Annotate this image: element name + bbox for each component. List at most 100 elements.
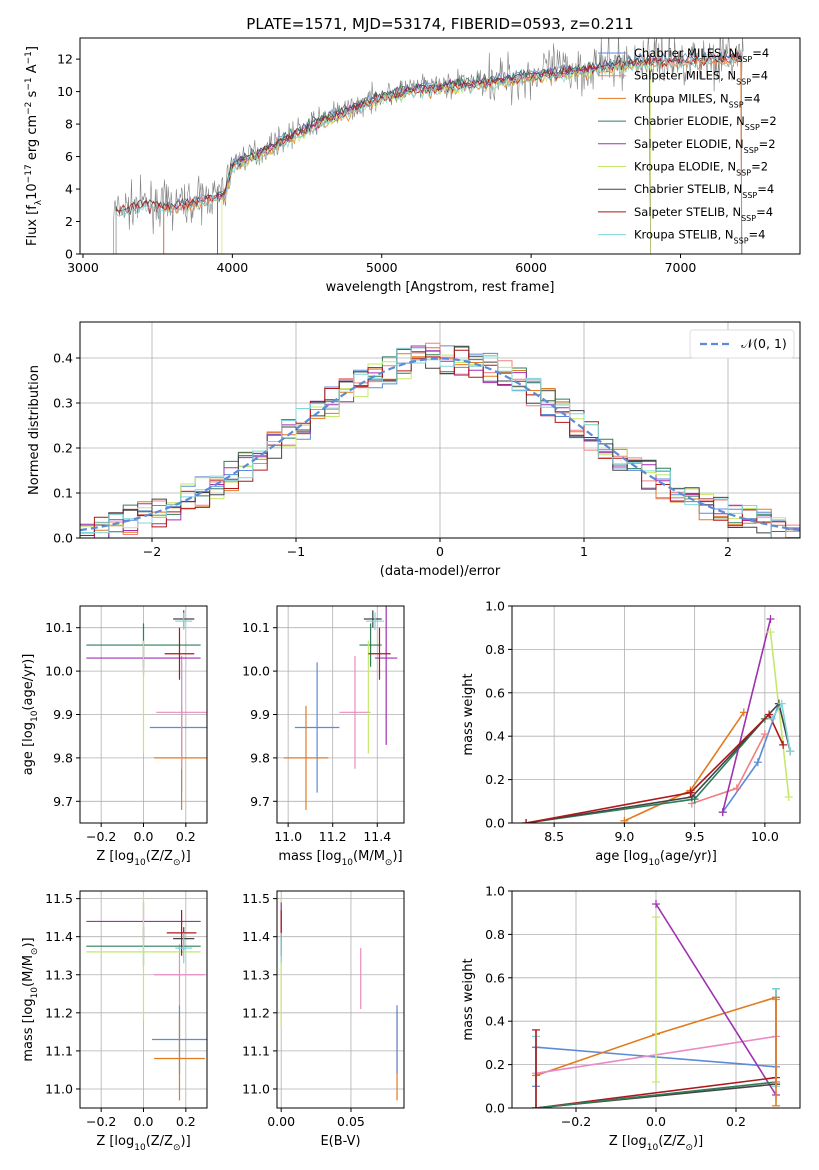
model-line-salpeter_stelib <box>115 49 743 254</box>
y-tick-label: 0.2 <box>485 772 505 787</box>
x-tick-label: −0.2 <box>561 1114 591 1129</box>
legend-label: Chabrier ELODIE, NSSP=2 <box>634 114 777 132</box>
label-part: Z [log <box>96 1134 134 1149</box>
panel-residuals: 𝒩(0, 1) −2 −1 0 1 2 0.0 0.1 0.2 0.3 0.4 (data-model… <box>27 321 801 579</box>
legend-part: Chabrier MILES, N <box>634 46 737 60</box>
label-part: s <box>25 90 40 101</box>
label-part: Flux [f <box>25 205 40 246</box>
point-kroupa_stelib <box>175 932 193 964</box>
legend-label: Chabrier MILES, NSSP=4 <box>634 46 769 64</box>
series-salpeter_elodie <box>655 903 777 1096</box>
legend-label: Salpeter ELODIE, NSSP=2 <box>634 137 776 155</box>
label-part: (data-model)/error <box>380 564 501 579</box>
series-kroupa_elodie <box>769 631 790 798</box>
y-tick-label: 11.5 <box>45 891 73 906</box>
label-part: Normed distribution <box>27 365 42 495</box>
x-tick-label: 0.2 <box>726 1114 746 1129</box>
series-chabrier_stelib <box>525 701 791 823</box>
y-axis-label: age [log10(age/yr)] <box>21 654 40 776</box>
legend-part: Salpeter MILES, N <box>634 69 736 83</box>
x-tick-label: 0.2 <box>176 829 196 844</box>
label-part: Z [log <box>96 849 134 864</box>
legend-part: Kroupa MILES, N <box>634 91 729 105</box>
y-tick-label: 0.1 <box>53 486 73 501</box>
y-tick-label: 0 <box>65 247 73 262</box>
legend-label: Salpeter STELIB, NSSP=4 <box>634 205 773 223</box>
point-kroupa_stelib <box>175 612 193 630</box>
label-part: wavelength [Angstrom, rest frame] <box>326 280 555 295</box>
y-axis-label: Flux [fλ10−17 erg cm−2 s−1 A−1] <box>24 46 44 246</box>
legend-part: SSP <box>729 100 744 109</box>
label-part: (age/yr)] <box>660 849 717 864</box>
x-tick-label: 0.0 <box>646 1114 666 1129</box>
label-part: A <box>25 64 40 77</box>
y-tick-label: 0.0 <box>485 816 505 831</box>
model-line-kroupa_stelib <box>115 56 743 254</box>
legend-part: SSP <box>745 123 760 132</box>
label-part: mass weight <box>461 958 476 1040</box>
y-tick-label: 11.0 <box>45 1081 73 1096</box>
x-tick-label: −2 <box>143 544 161 559</box>
legend-part: SSP <box>742 191 757 200</box>
x-tick-label: 3000 <box>67 260 99 275</box>
label-part: age [log <box>595 849 648 864</box>
plot-area <box>113 38 744 254</box>
x-axis-label: Z [log10(Z/Z⊙)] <box>96 849 190 868</box>
legend-part: SSP <box>736 77 751 86</box>
legend-part: Chabrier STELIB, N <box>634 182 742 196</box>
legend-label: Kroupa MILES, NSSP=4 <box>634 91 760 109</box>
label-part: (age/yr)] <box>21 654 36 711</box>
x-tick-label: 0.00 <box>267 1114 295 1129</box>
x-tick-label: 2 <box>724 544 732 559</box>
label-part: (M/M <box>353 849 385 864</box>
point-pink <box>154 944 205 1006</box>
label-part: −2 <box>24 102 34 115</box>
label-part: mass [log <box>278 849 341 864</box>
panel-mass-vs-Z: −0.2 0.0 0.2 11.0 11.1 11.2 11.3 11.4 11.5 Z [log… <box>21 890 208 1153</box>
x-tick-label: 9.5 <box>685 829 705 844</box>
x-axis-label: E(B-V) <box>320 1134 360 1149</box>
x-axis-label: Z [log10(Z/Z⊙)] <box>96 1134 190 1153</box>
y-tick-label: 1.0 <box>485 599 505 614</box>
y-axis-label: mass weight <box>461 958 476 1040</box>
y-tick-label: 1.0 <box>485 884 505 899</box>
label-part: 10 <box>25 183 40 200</box>
y-axis-label: mass [log10(M/M⊙)] <box>21 937 40 1061</box>
legend-part: SSP <box>737 55 752 64</box>
y-tick-label: 11.4 <box>45 929 73 944</box>
y-tick-label: 11.3 <box>242 967 270 982</box>
normal-curve <box>80 357 800 532</box>
series-chabrier_elodie <box>535 1081 777 1108</box>
label-part: age [log <box>21 722 36 775</box>
label-part: ⊙ <box>30 948 40 956</box>
legend-label: Salpeter MILES, NSSP=4 <box>634 69 768 87</box>
legend-part: =2 <box>751 160 768 174</box>
series-salpeter_stelib <box>525 713 784 823</box>
label-part: ⊙ <box>173 1143 181 1153</box>
label-part: (Z/Z <box>146 849 173 864</box>
y-tick-label: 8 <box>65 117 73 132</box>
y-axis-label: Normed distribution <box>27 365 42 495</box>
axes-frame <box>79 37 801 255</box>
point-chabrier_miles <box>294 662 340 793</box>
panel-age-vs-Z: −0.2 0.0 0.29.79.89.910.010.1Z [log10(Z/Z⊙… <box>21 605 208 868</box>
y-tick-label: 11.4 <box>242 929 270 944</box>
legend-part: SSP <box>734 236 749 245</box>
legend-part: =4 <box>752 46 769 60</box>
label-part: ] <box>25 46 40 51</box>
label-part: 10 <box>30 710 40 722</box>
y-tick-label: 10.1 <box>45 620 73 635</box>
point-kroupa_miles <box>283 705 329 810</box>
x-tick-label: 0.2 <box>176 1114 196 1129</box>
label-part: 10 <box>134 1143 146 1153</box>
label-part: −1 <box>24 51 34 64</box>
y-tick-label: 10.0 <box>45 664 73 679</box>
x-tick-label: 9.0 <box>614 829 634 844</box>
label-part: )] <box>181 1134 191 1149</box>
label-part: ⊙ <box>173 858 181 868</box>
legend-part: Chabrier ELODIE, N <box>634 114 745 128</box>
y-tick-label: 9.9 <box>250 707 270 722</box>
figure-title: PLATE=1571, MJD=53174, FIBERID=0593, z=0… <box>246 15 633 33</box>
model-line-chabrier_elodie <box>216 55 651 254</box>
